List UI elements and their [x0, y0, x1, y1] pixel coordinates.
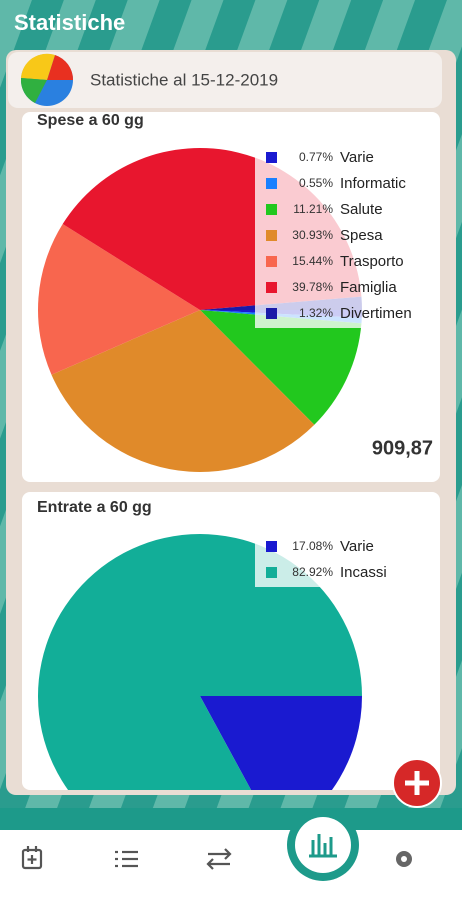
chart-1: Spese a 60 gg 0.77% Varie 0.55% Informatic 11…: [37, 112, 433, 472]
legend-swatch: [266, 567, 277, 578]
legend-swatch: [266, 178, 277, 189]
pie-slice: [200, 310, 362, 425]
bottom-band: [0, 808, 462, 832]
legend-label: Salute: [340, 201, 383, 218]
legend-swatch: [266, 204, 277, 215]
legend-label: Famiglia: [340, 279, 397, 296]
legend-swatch: [266, 152, 277, 163]
add-button[interactable]: [392, 758, 442, 808]
nav-stats[interactable]: [287, 809, 359, 881]
legend-bg: [255, 533, 400, 587]
chart-title: Entrate a 60 gg: [37, 499, 152, 516]
total: 909,87: [372, 437, 433, 459]
nav-calendar[interactable]: [21, 846, 43, 870]
legend-swatch: [266, 308, 277, 319]
legend-label: Varie: [340, 149, 374, 166]
nav-settings[interactable]: [396, 851, 412, 867]
legend-swatch: [266, 230, 277, 241]
pie-icon: [20, 53, 74, 106]
chart-title: Spese a 60 gg: [37, 112, 144, 129]
legend-value: 1.32%: [299, 306, 333, 320]
pie-slice: [38, 224, 200, 375]
subtitle: Statistiche al 15-12-2019: [90, 70, 278, 89]
legend-label: Trasporto: [340, 253, 404, 270]
nav-transfer[interactable]: [206, 848, 232, 870]
chart-2: Entrate a 60 gg 17.08% Varie 82.92% Incassi: [37, 499, 400, 790]
legend-label: Divertimen: [340, 305, 412, 322]
subheader: [8, 52, 442, 108]
legend-swatch: [266, 541, 277, 552]
pie-slice: [200, 696, 362, 790]
legend-label: Spesa: [340, 227, 383, 244]
legend-value: 0.55%: [299, 176, 333, 190]
app-title: Statistiche: [14, 10, 125, 35]
legend-label: Incassi: [340, 564, 387, 581]
legend-value: 39.78%: [292, 280, 333, 294]
pie-slice: [38, 534, 362, 790]
legend-value: 30.93%: [292, 228, 333, 242]
legend-value: 17.08%: [292, 539, 333, 553]
legend-value: 11.21%: [293, 202, 333, 216]
legend-label: Informatic: [340, 175, 406, 192]
legend-value: 82.92%: [292, 565, 333, 579]
legend-swatch: [266, 282, 277, 293]
legend-value: 15.44%: [292, 254, 333, 268]
nav-list[interactable]: [115, 850, 138, 868]
legend-bg: [255, 144, 420, 328]
legend-label: Varie: [340, 538, 374, 555]
nav-bar: [0, 830, 462, 900]
legend-swatch: [266, 256, 277, 267]
pie-slice: [51, 310, 315, 472]
legend-value: 0.77%: [299, 150, 333, 164]
